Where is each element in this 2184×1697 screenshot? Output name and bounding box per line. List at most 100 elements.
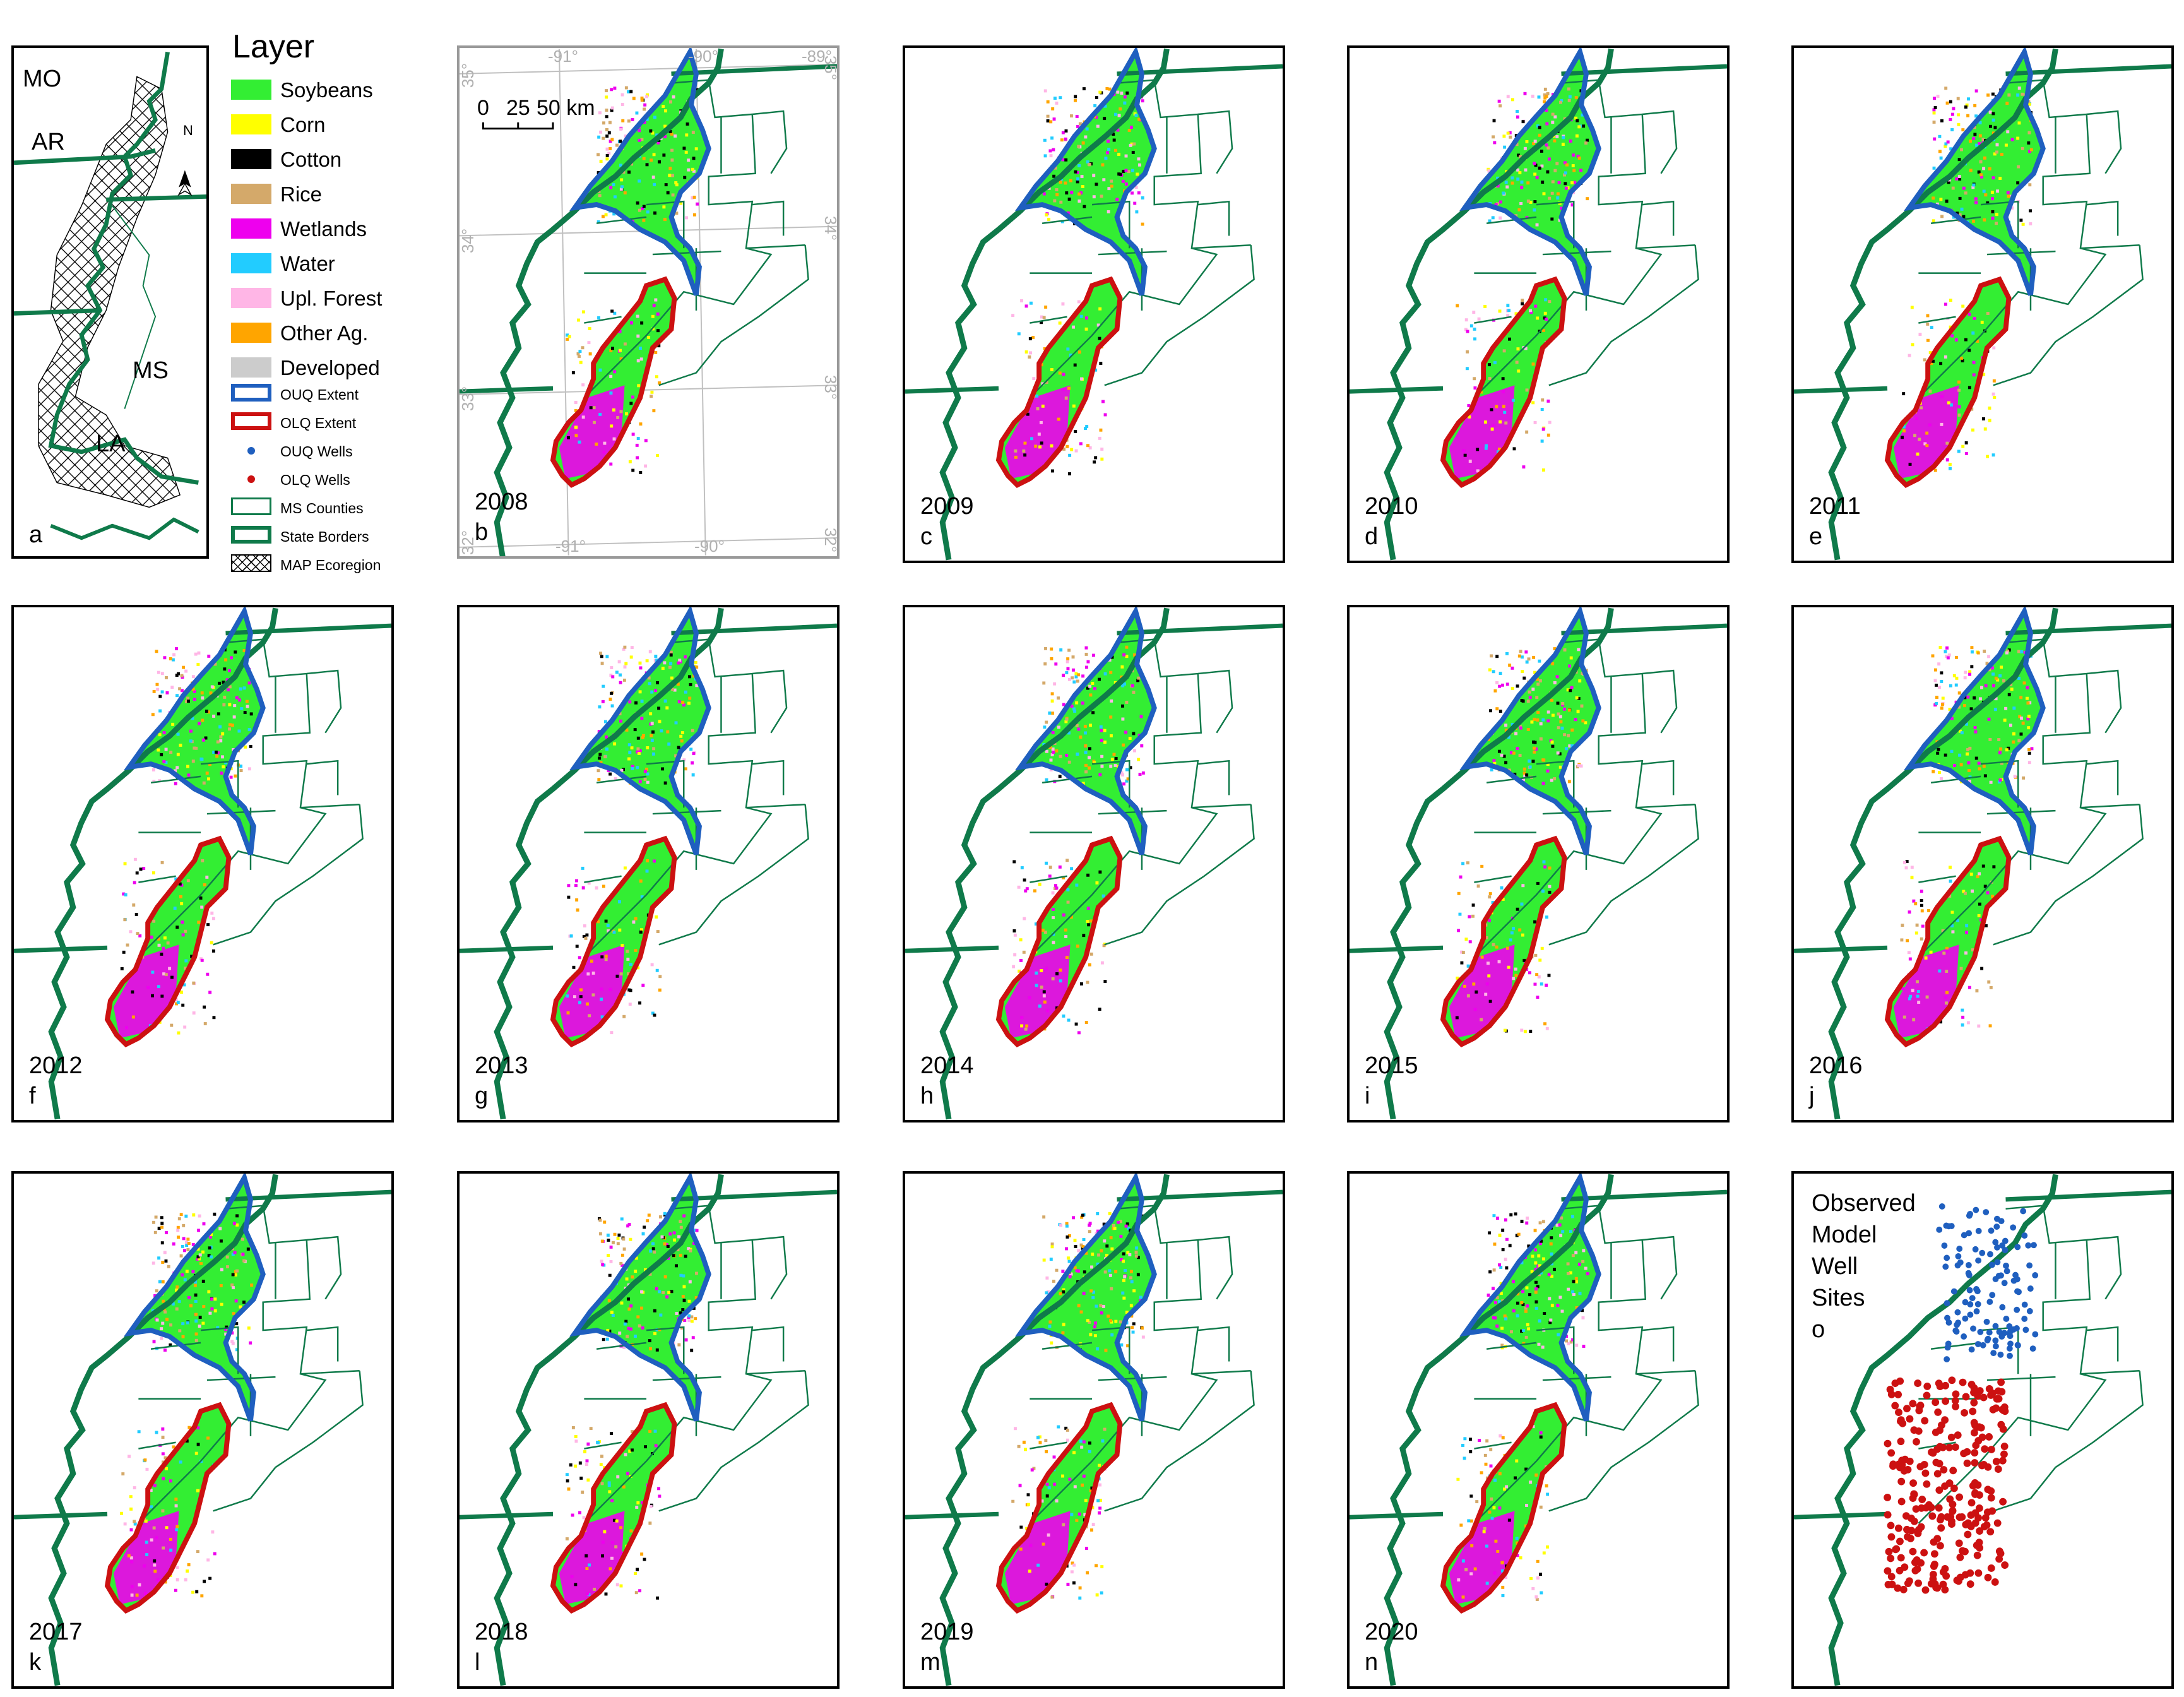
olq-well-dot	[1897, 1554, 1905, 1562]
landcover-pixel	[1972, 360, 1976, 364]
landcover-pixel	[1978, 767, 1981, 771]
landcover-pixel	[1961, 1023, 1964, 1027]
landcover-pixel	[613, 86, 617, 90]
landcover-pixel	[210, 1233, 213, 1237]
ouq-well-dot	[2014, 1244, 2021, 1251]
landcover-pixel	[1050, 1595, 1054, 1599]
landcover-pixel	[1457, 1578, 1461, 1581]
landcover-pixel	[196, 1426, 200, 1430]
landcover-pixel	[2004, 143, 2008, 147]
mississippi-river-border	[1828, 48, 2058, 561]
landcover-pixel	[1541, 1345, 1545, 1349]
landcover-pixel	[663, 218, 667, 222]
landcover-pixel	[153, 1484, 157, 1487]
landcover-pixel	[645, 163, 649, 167]
ouq-well-dot	[2006, 1345, 2013, 1352]
landcover-pixel	[201, 718, 205, 722]
landcover-pixel	[605, 134, 609, 138]
landcover-pixel	[1962, 186, 1966, 190]
landcover-pixel	[591, 971, 595, 975]
landcover-pixel	[1512, 927, 1515, 931]
landcover-pixel	[592, 406, 596, 410]
olq-well-dot	[1894, 1391, 1902, 1398]
landcover-pixel	[1058, 865, 1062, 869]
landcover-pixel	[1483, 304, 1487, 308]
landcover-pixel	[2006, 191, 2010, 194]
landcover-pixel	[1579, 169, 1583, 172]
landcover-pixel	[1483, 420, 1487, 424]
landcover-pixel	[1022, 449, 1026, 453]
landcover-pixel	[2027, 747, 2031, 751]
landcover-pixel	[1519, 726, 1522, 730]
state-border-west	[1350, 1511, 1444, 1520]
landcover-pixel	[1502, 191, 1505, 195]
landcover-pixel	[1048, 149, 1052, 153]
landcover-pixel	[1489, 709, 1492, 713]
landcover-pixel	[1965, 931, 1969, 934]
landcover-pixel	[675, 183, 679, 187]
landcover-pixel	[1523, 146, 1527, 150]
landcover-pixel	[1522, 771, 1526, 775]
landcover-pixel	[1957, 691, 1961, 695]
landcover-pixel	[644, 439, 648, 443]
landcover-pixel	[1537, 975, 1541, 979]
landcover-pixel	[1093, 1325, 1096, 1329]
panel-b-map-2008: -91° -90° -89° -91° -90° 35° 34° 33° 32°…	[457, 45, 840, 559]
landcover-pixel	[160, 1225, 164, 1229]
landcover-pixel	[604, 213, 608, 217]
landcover-pixel	[1957, 388, 1961, 392]
landcover-pixel	[620, 1253, 624, 1257]
landcover-pixel	[1084, 327, 1088, 331]
landcover-pixel	[574, 1434, 578, 1438]
landcover-pixel	[1081, 701, 1084, 705]
landcover-pixel	[1048, 1320, 1052, 1324]
landcover-pixel	[150, 935, 153, 939]
landcover-pixel	[155, 650, 158, 653]
landcover-pixel	[1488, 219, 1492, 223]
landcover-pixel	[1533, 162, 1536, 165]
landcover-pixel	[1103, 1270, 1107, 1274]
landcover-pixel	[598, 1232, 602, 1236]
landcover-pixel	[1463, 984, 1467, 988]
panel-letter: f	[29, 1083, 36, 1109]
landcover-pixel	[582, 1516, 586, 1520]
landcover-pixel	[670, 158, 674, 162]
landcover-pixel	[622, 647, 626, 651]
landcover-pixel	[228, 685, 232, 689]
landcover-pixel	[1116, 90, 1120, 94]
landcover-pixel	[648, 1272, 652, 1276]
landcover-pixel	[1925, 995, 1929, 999]
landcover-pixel	[1133, 201, 1137, 205]
landcover-pixel	[179, 1213, 183, 1217]
landcover-pixel	[1082, 1238, 1086, 1241]
landcover-pixel	[585, 1459, 589, 1463]
landcover-pixel	[610, 88, 614, 92]
landcover-pixel	[235, 1214, 239, 1218]
landcover-pixel	[1061, 1270, 1065, 1273]
landcover-pixel	[1042, 994, 1046, 997]
landcover-pixel	[1109, 670, 1113, 674]
landcover-pixel	[1978, 142, 1981, 145]
landcover-pixel	[585, 933, 589, 937]
landcover-pixel	[2018, 715, 2022, 718]
landcover-pixel	[615, 143, 619, 147]
olq-well-dot	[1906, 1415, 1914, 1423]
landcover-pixel	[1036, 407, 1040, 410]
ouq-well-dot	[1992, 1323, 1999, 1330]
landcover-pixel	[621, 119, 625, 122]
landcover-pixel	[235, 1348, 239, 1352]
landcover-pixel	[1500, 1569, 1504, 1573]
landcover-pixel	[247, 681, 251, 685]
ouq-landcover	[574, 52, 709, 295]
landcover-pixel	[1535, 696, 1539, 700]
landcover-pixel	[1940, 706, 1944, 710]
landcover-pixel	[1088, 1450, 1091, 1453]
landcover-pixel	[1095, 1564, 1098, 1568]
legend-item: Soybeans	[230, 77, 419, 102]
landcover-pixel	[1561, 702, 1565, 705]
landcover-pixel	[175, 1578, 179, 1581]
landcover-pixel	[1093, 761, 1096, 765]
landcover-pixel	[636, 1315, 640, 1319]
ouq-well-dot	[1961, 1232, 1967, 1239]
